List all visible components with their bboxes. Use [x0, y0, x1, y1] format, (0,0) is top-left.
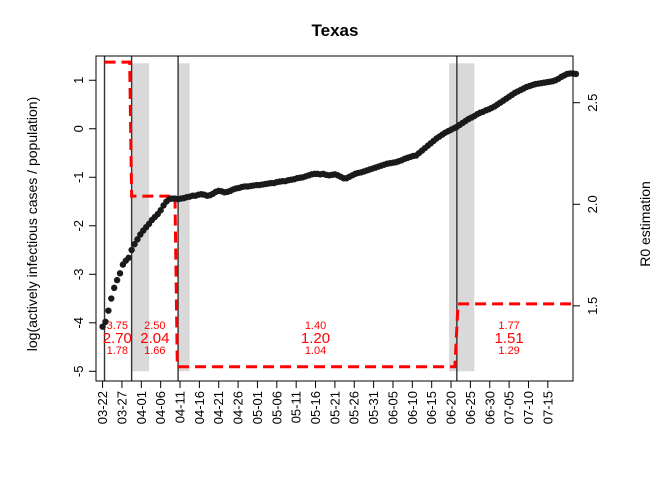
r0-estimate-1: 2.04 [140, 330, 169, 347]
x-tick-label: 05-16 [308, 391, 323, 424]
x-axis: 03-22 03-27 04-01 04-06 04-11 04-16 04-21 04-26… [95, 380, 555, 424]
x-tick-label: 03-27 [114, 391, 129, 424]
data-point [105, 307, 112, 314]
data-point [134, 236, 141, 243]
data-point [131, 241, 138, 248]
r0-upper-0: 3.75 [107, 320, 128, 332]
r0-lower-0: 1.78 [107, 345, 128, 357]
r0-estimate-3: 1.51 [495, 330, 524, 347]
y2-axis-label: R0 estimation [637, 181, 653, 267]
r0-estimate-0: 2.70 [103, 330, 132, 347]
y2-tick-label: 2.0 [585, 195, 600, 213]
x-tick-label: 03-22 [95, 391, 110, 424]
data-point [113, 276, 121, 284]
y-tick-label: -1 [71, 171, 86, 183]
x-tick-label: 04-26 [231, 391, 246, 424]
x-tick-label: 04-06 [153, 391, 168, 424]
shaded-regions [131, 63, 475, 372]
x-tick-label: 06-05 [385, 391, 400, 424]
data-point [110, 284, 118, 292]
x-tick-label: 05-06 [269, 391, 284, 424]
r0-upper-1: 2.50 [144, 320, 165, 332]
y-tick-label: 0 [71, 125, 86, 132]
r0-estimate-2: 1.20 [301, 330, 330, 347]
y-tick-label: 1 [71, 77, 86, 84]
x-tick-label: 06-30 [482, 391, 497, 424]
y-axis-label: log(actively infectious cases / populati… [24, 97, 40, 351]
r0-lower-1: 1.66 [144, 345, 165, 357]
x-tick-label: 05-26 [347, 391, 362, 424]
data-point [128, 246, 135, 254]
shaded-region-1 [178, 63, 190, 372]
r0-step-line [104, 60, 572, 369]
y-axis-left: -5 -4 -3 -2 -1 0 1 [71, 77, 97, 378]
y-tick-label: -4 [71, 317, 86, 329]
data-point [116, 270, 124, 277]
data-point [125, 254, 132, 261]
data-point [108, 295, 115, 302]
x-tick-label: 05-31 [366, 391, 381, 424]
r0-annotations: 3.752.701.78 2.502.041.66 1.401.201.04 1.77… [103, 320, 524, 357]
shaded-region-0 [131, 63, 150, 372]
x-tick-label: 06-20 [444, 391, 459, 424]
chart-title: Texas [312, 21, 359, 40]
x-tick-label: 07-15 [540, 391, 555, 424]
r0-line [104, 60, 572, 369]
x-tick-label: 06-10 [405, 391, 420, 424]
x-tick-label: 04-01 [134, 391, 149, 424]
x-tick-label: 07-10 [521, 391, 536, 424]
x-tick-label: 07-05 [502, 391, 517, 424]
x-tick-label: 05-11 [289, 391, 304, 423]
x-tick-label: 05-01 [250, 391, 265, 424]
r0-lower-2: 1.04 [305, 345, 326, 357]
x-tick-label: 04-11 [173, 391, 188, 423]
shaded-region-2 [449, 63, 475, 372]
x-tick-label: 06-25 [463, 391, 478, 424]
y-tick-label: -5 [71, 366, 86, 378]
r0-lower-3: 1.29 [498, 345, 519, 357]
y2-tick-label: 2.5 [585, 94, 600, 112]
r0-upper-3: 1.77 [498, 320, 519, 332]
data-points [99, 70, 580, 330]
x-tick-label: 04-21 [211, 391, 226, 424]
x-tick-label: 06-15 [424, 391, 439, 424]
y2-tick-label: 1.5 [585, 297, 600, 315]
data-point [99, 323, 106, 330]
y-tick-label: -3 [71, 269, 86, 281]
x-tick-label: 05-21 [327, 391, 342, 424]
r0-upper-2: 1.40 [305, 320, 326, 332]
data-point [157, 207, 164, 214]
data-point [572, 70, 580, 78]
y-axis-right: 1.5 2.0 2.5 [572, 94, 600, 315]
x-tick-label: 04-16 [192, 391, 207, 424]
data-point [102, 318, 109, 326]
y-tick-label: -2 [71, 220, 86, 232]
